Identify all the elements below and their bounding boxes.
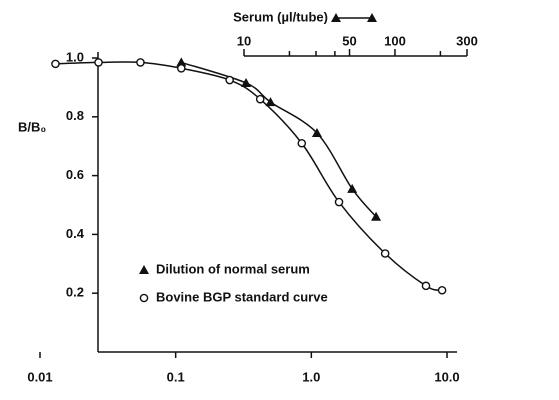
x-tick-label: 0.1 (167, 369, 185, 384)
top-tick-label: 10 (237, 33, 251, 48)
legend-label: Bovine BGP standard curve (156, 289, 328, 304)
y-tick-label: 0.2 (66, 285, 84, 300)
circle-marker (297, 138, 307, 148)
top-tick-label: 50 (342, 33, 356, 48)
circle-marker (225, 75, 234, 85)
x-tick-label: 0.01 (27, 369, 52, 384)
triangle-marker (347, 183, 358, 193)
circle-marker (334, 197, 344, 207)
top-axis-legend-icon (331, 13, 377, 22)
y-tick-label: 0.8 (66, 108, 84, 123)
triangle-marker (139, 265, 149, 274)
circle-marker (421, 281, 431, 291)
legend-label: Dilution of normal serum (156, 261, 310, 276)
circle-marker (136, 58, 145, 67)
triangle-marker (371, 211, 382, 221)
triangle-marker (311, 127, 322, 137)
y-tick-label: 0.4 (66, 226, 85, 241)
circle-marker (437, 285, 447, 295)
circle-marker (94, 58, 103, 67)
circle-marker (139, 293, 149, 303)
top-tick-label: 300 (456, 33, 478, 48)
triangle-marker (176, 57, 187, 67)
circle-marker (255, 94, 265, 104)
triangle-marker (241, 77, 252, 87)
circle-marker (51, 59, 60, 69)
top-tick-label: 100 (384, 33, 406, 48)
circle-marker (380, 249, 390, 258)
y-tick-label: 0.6 (66, 167, 84, 182)
top-axis-label: Serum (µl/tube) (233, 9, 328, 24)
triangle-marker (265, 97, 276, 107)
curve (181, 61, 377, 218)
x-tick-label: 10.0 (434, 369, 459, 384)
y-tick-label: 1.0 (66, 49, 84, 64)
x-tick-label: 1.0 (302, 369, 320, 384)
circle-marker (176, 63, 186, 73)
y-axis-label: B/B₀ (18, 119, 46, 134)
